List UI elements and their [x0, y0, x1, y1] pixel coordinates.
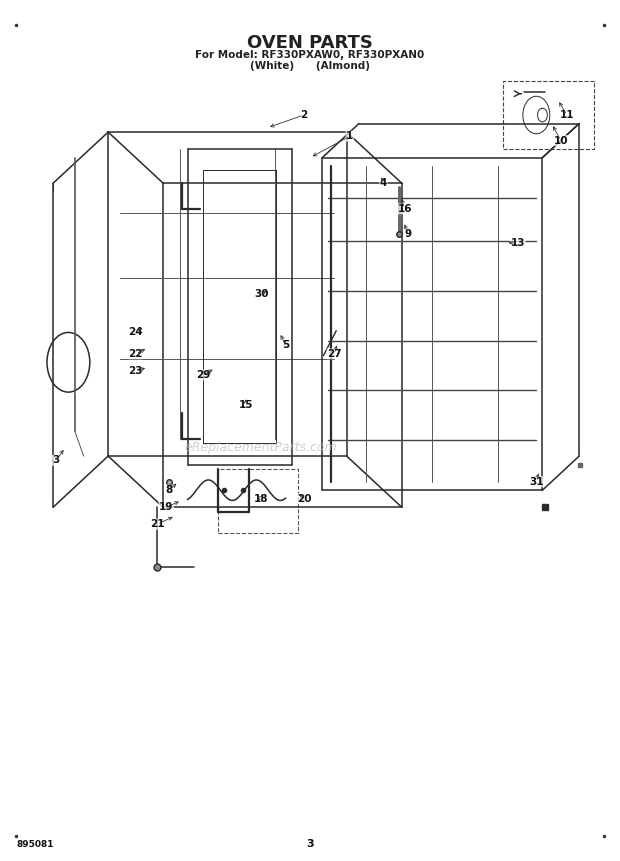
- Text: 19: 19: [159, 502, 174, 512]
- Text: OVEN PARTS: OVEN PARTS: [247, 34, 373, 52]
- Text: 2: 2: [300, 110, 308, 120]
- Text: 15: 15: [239, 400, 253, 410]
- Text: 27: 27: [327, 349, 342, 359]
- Text: For Model: RF330PXAW0, RF330PXAN0: For Model: RF330PXAW0, RF330PXAN0: [195, 50, 425, 60]
- Text: 24: 24: [128, 327, 143, 338]
- Text: 3: 3: [53, 455, 60, 465]
- Text: eReplacementParts.com: eReplacementParts.com: [185, 441, 337, 454]
- Text: 21: 21: [150, 519, 164, 530]
- Text: 4: 4: [379, 178, 387, 189]
- Text: 5: 5: [282, 340, 289, 350]
- Text: 11: 11: [560, 110, 574, 120]
- Text: 18: 18: [254, 493, 268, 504]
- Text: 31: 31: [529, 477, 544, 486]
- Text: 1: 1: [346, 132, 353, 141]
- Text: 895081: 895081: [16, 839, 54, 849]
- Text: 22: 22: [128, 349, 143, 359]
- Text: 30: 30: [254, 289, 268, 299]
- Text: 23: 23: [128, 366, 143, 375]
- Text: 9: 9: [404, 229, 412, 239]
- Text: 16: 16: [397, 204, 412, 214]
- Text: 29: 29: [196, 370, 210, 380]
- Text: 13: 13: [511, 238, 525, 248]
- Text: 3: 3: [306, 839, 314, 849]
- Text: (White)      (Almond): (White) (Almond): [250, 61, 370, 71]
- Text: 10: 10: [554, 135, 568, 146]
- Text: 8: 8: [166, 486, 173, 495]
- Text: 20: 20: [296, 493, 311, 504]
